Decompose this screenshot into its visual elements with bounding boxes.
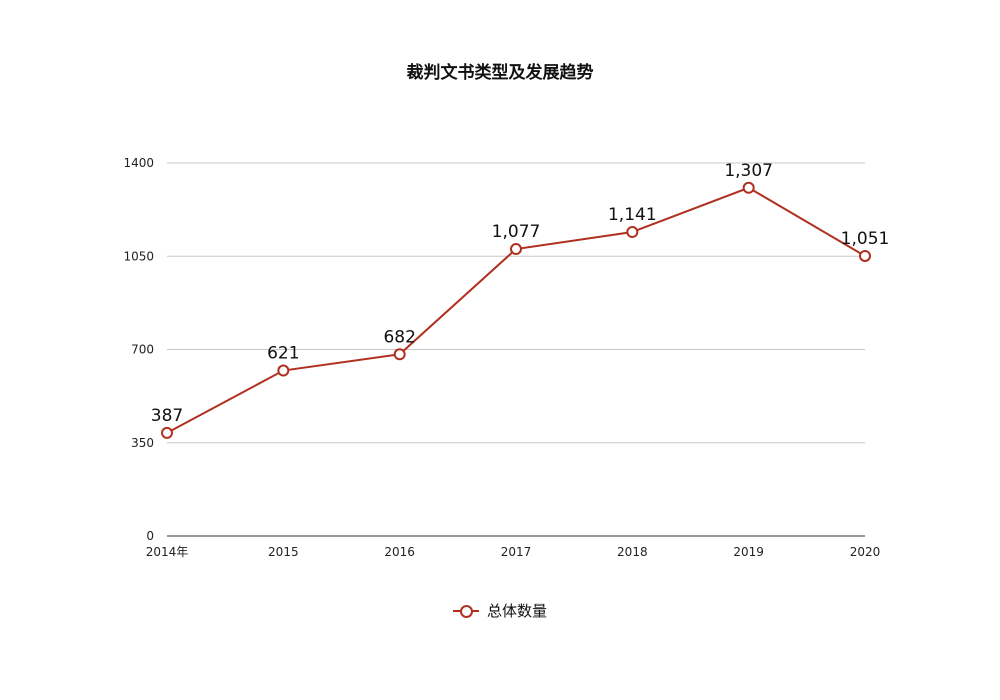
- y-tick-label: 350: [131, 436, 154, 450]
- x-tick-label: 2015: [268, 545, 299, 559]
- x-tick-label: 2020: [850, 545, 881, 559]
- data-point: [161, 426, 173, 439]
- x-tick-label: 2014年: [146, 545, 189, 559]
- y-tick-label: 1050: [123, 249, 154, 263]
- series-points: [161, 181, 871, 439]
- data-label: 682: [383, 327, 415, 347]
- data-label: 1,051: [841, 229, 890, 249]
- data-label: 1,307: [724, 161, 773, 181]
- legend: 总体数量: [0, 600, 1000, 621]
- x-tick-label: 2017: [501, 545, 532, 559]
- data-labels: 387 621 682 1,077 1,141 1,307 1,051: [151, 161, 890, 426]
- y-axis-ticks: 0 350 700 1050 1400: [123, 156, 154, 543]
- y-tick-label: 700: [131, 343, 154, 357]
- y-tick-label: 1400: [123, 156, 154, 170]
- data-point: [626, 226, 639, 239]
- legend-marker-icon: [452, 604, 479, 618]
- data-label: 387: [151, 406, 183, 426]
- legend-label: 总体数量: [486, 602, 547, 620]
- data-label: 621: [267, 344, 299, 364]
- x-tick-label: 2018: [617, 545, 648, 559]
- data-point: [277, 364, 290, 377]
- data-point: [859, 249, 871, 262]
- y-tick-label: 0: [146, 529, 154, 543]
- data-label: 1,141: [608, 205, 657, 225]
- x-tick-label: 2019: [733, 545, 764, 559]
- gridlines: [167, 162, 865, 537]
- chart-title: 裁判文书类型及发展趋势: [406, 63, 594, 83]
- data-point: [393, 348, 406, 361]
- data-point: [510, 243, 522, 256]
- x-axis-ticks: 2014年 2015 2016 2017 2018 2019 2020: [146, 545, 881, 559]
- data-label: 1,077: [492, 222, 541, 242]
- x-tick-label: 2016: [384, 545, 415, 559]
- data-point: [742, 181, 755, 194]
